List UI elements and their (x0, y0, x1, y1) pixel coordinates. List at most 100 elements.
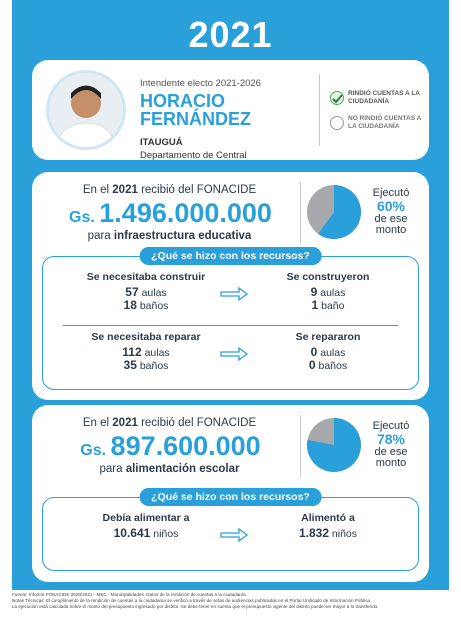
amount: Gs. 897.600.000 (38, 431, 303, 462)
arrow-shape (220, 286, 249, 302)
profile-card: Intendente electo 2021-2026 HORACIO FERN… (32, 60, 429, 161)
divider (300, 182, 301, 244)
footer-note2: La ejecución está calculada sobre el mon… (12, 604, 379, 609)
intro-post: recibió del FONACIDE (141, 184, 257, 196)
role: Intendente electo 2021-2026 (140, 78, 261, 89)
intro: En el 2021 recibió del FONACIDE (42, 184, 297, 196)
intro-pre: En el (82, 417, 110, 429)
item-number: 0 (310, 345, 318, 359)
intro-year: 2021 (112, 417, 138, 429)
section-card: En el 2021 recibió del FONACIDE Gs. 1.496… (32, 172, 429, 400)
footer-source: Fuente: Informe FONACIDE 2020/2021 - MEC… (12, 592, 247, 597)
divider (319, 74, 320, 146)
item-unit: baños (139, 300, 169, 312)
footer: Fuente: Informe FONACIDE 2020/2021 - MEC… (12, 592, 449, 610)
right-title: Se repararon (295, 331, 361, 343)
item: 1.832 niños (243, 527, 413, 540)
executed: Ejecutó 78% de ese monto (362, 421, 420, 469)
status-yes: RINDIÓ CUENTAS A LA CIUDADANÍA (348, 90, 420, 105)
arrow (220, 286, 249, 302)
left-title: Se necesitaba reparar (91, 331, 201, 343)
currency: Gs. (69, 209, 95, 226)
item-number: 1 (311, 298, 319, 312)
executed-pre: Ejecutó (372, 420, 410, 432)
intro-post: recibió del FONACIDE (141, 417, 257, 429)
portrait (54, 85, 118, 147)
intro-pre: En el (82, 184, 110, 196)
item: 0 aulas (243, 346, 413, 359)
item-unit: aulas (320, 347, 346, 359)
pie (307, 185, 361, 239)
divider (300, 415, 301, 477)
item: 1 baño (243, 299, 413, 312)
purpose: para alimentación escolar (42, 463, 297, 475)
poster: 2021 Intendente electo 2021-2026 HORACIO… (12, 0, 449, 590)
item-unit: aulas (320, 287, 346, 299)
left-title: Se necesitaba construir (86, 271, 206, 283)
item: 0 baños (243, 359, 413, 372)
left-title: Debía alimentar a (102, 512, 190, 524)
item: 9 aulas (243, 286, 413, 299)
item-unit: baño (321, 300, 345, 312)
arrow-shape (220, 346, 249, 362)
first-name: HORACIO (140, 91, 225, 111)
results-box: ¿Qué se hizo con los recursos? Se necesit… (42, 247, 419, 390)
purpose: para infraestructura educativa (42, 230, 297, 242)
section-card: En el 2021 recibió del FONACIDE Gs. 897.6… (32, 405, 429, 582)
last-name: FERNÁNDEZ (140, 109, 251, 129)
item: 112 aulas (61, 346, 231, 359)
item-unit: baños (139, 360, 169, 372)
question: ¿Qué se hizo con los recursos? (139, 488, 322, 506)
arrow (220, 527, 249, 543)
results-box: ¿Qué se hizo con los recursos? Debía alim… (42, 488, 419, 571)
executed-pre: Ejecutó (372, 187, 410, 199)
item: 57 aulas (61, 286, 231, 299)
intro: En el 2021 recibió del FONACIDE (42, 417, 297, 429)
year-title: 2021 (188, 14, 273, 55)
amount: Gs. 1.496.000.000 (38, 198, 303, 229)
pie (307, 418, 361, 472)
check-icon (330, 91, 344, 105)
purpose-text: infraestructura educativa (113, 230, 252, 242)
amount-value: 1.496.000.000 (99, 198, 272, 228)
right-column: Alimentó a 1.832 niños (243, 512, 413, 540)
executed-label: 60% (376, 198, 406, 214)
right-column: Se construyeron 9 aulas 1 baño (243, 271, 413, 312)
item-number: 112 (122, 345, 142, 359)
question: ¿Qué se hizo con los recursos? (139, 247, 322, 265)
item-unit: niños (153, 528, 179, 540)
currency: Gs. (80, 442, 107, 459)
city: ITAUGUÁ (140, 137, 183, 148)
footer-note: Notas Técnicas: El cumplimiento de la re… (12, 598, 372, 603)
purpose-pre: para (99, 463, 123, 475)
left-column: Se necesitaba construir 57 aulas 18 baños (61, 271, 231, 312)
left-column: Se necesitaba reparar 112 aulas 35 baños (61, 331, 231, 372)
item-number: 1.832 (298, 526, 329, 540)
executed: Ejecutó 60% de ese monto (362, 188, 420, 236)
purpose-pre: para (87, 230, 111, 242)
row-divider (63, 325, 398, 326)
intro-year: 2021 (112, 184, 138, 196)
item-unit: baños (318, 360, 348, 372)
item-unit: niños (331, 528, 358, 540)
item-number: 10.641 (113, 526, 151, 540)
item: 10.641 niños (61, 527, 231, 540)
executed-post: de ese monto (374, 213, 408, 236)
left-column: Debía alimentar a 10.641 niños (61, 512, 231, 540)
item-number: 18 (123, 298, 137, 312)
empty-icon (330, 116, 344, 130)
purpose-text: alimentación escolar (125, 463, 240, 475)
right-column: Se repararon 0 aulas 0 baños (243, 331, 413, 372)
right-title: Se construyeron (286, 271, 370, 283)
arrow (220, 346, 249, 362)
amount-value: 897.600.000 (110, 431, 261, 461)
item: 35 baños (61, 359, 231, 372)
item-number: 0 (308, 358, 316, 372)
item-unit: aulas (144, 347, 170, 359)
executed-post: de ese monto (374, 446, 408, 469)
department: Departamento de Central (140, 150, 247, 161)
item-number: 57 (125, 285, 139, 299)
photo (46, 70, 126, 150)
item-number: 9 (310, 285, 318, 299)
